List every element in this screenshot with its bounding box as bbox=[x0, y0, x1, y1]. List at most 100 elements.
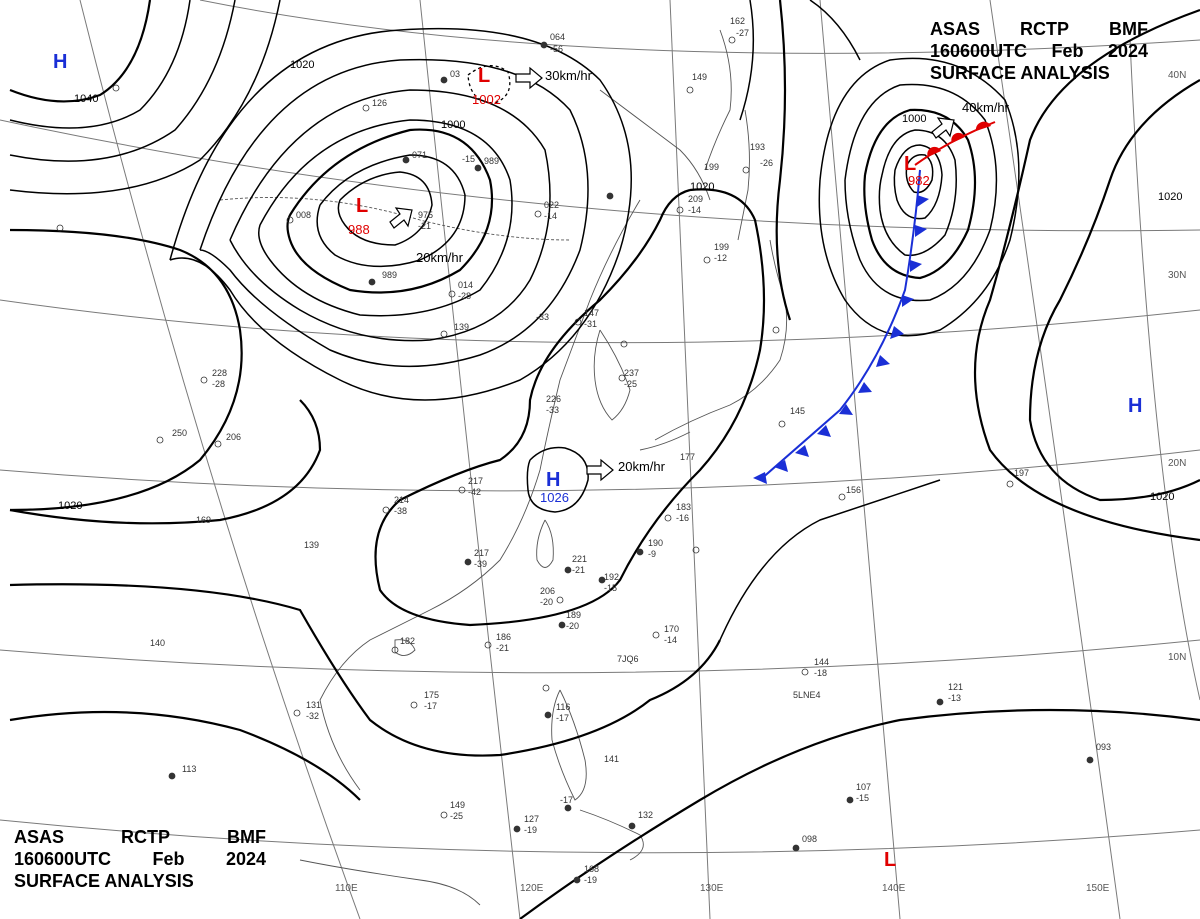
japan-south bbox=[639, 431, 691, 451]
isobar bbox=[9, 0, 236, 162]
station-value: -15 bbox=[856, 793, 869, 803]
motion-speed: 20km/hr bbox=[416, 250, 464, 265]
isobar-labels: 1040 1020 1000 1020 1020 1000 1020 1020 bbox=[58, 59, 1182, 512]
station-value: -16 bbox=[676, 513, 689, 523]
station-model-icon bbox=[391, 646, 399, 654]
motion-speed: 40km/hr bbox=[962, 100, 1010, 115]
lat-label-30n: 30N bbox=[1168, 270, 1186, 281]
cold-front-triangle bbox=[917, 195, 929, 207]
station-model-icon bbox=[628, 822, 636, 830]
station-value: -21 bbox=[572, 565, 585, 575]
lon-label-120e: 120E bbox=[520, 883, 544, 894]
header-line-2: 160600UTC Feb 2024 bbox=[14, 848, 266, 870]
isobar bbox=[519, 708, 1200, 919]
lon-label-140e: 140E bbox=[882, 883, 906, 894]
motion-arrow-icon bbox=[931, 117, 955, 139]
station-model-icon bbox=[636, 548, 644, 556]
isobar bbox=[905, 153, 934, 194]
station-model-icon bbox=[692, 546, 700, 554]
station-model-icon bbox=[838, 493, 846, 501]
station-value: -25 bbox=[624, 379, 637, 389]
station-value: -32 bbox=[306, 711, 319, 721]
station-value: 131 bbox=[306, 700, 321, 710]
station-observations bbox=[56, 36, 1094, 884]
station-value: -14 bbox=[544, 211, 557, 221]
pressure-systems: H L 1002 30km/hr L 988 20km/hr H 1026 20… bbox=[53, 51, 1142, 871]
cold-front-triangle bbox=[774, 460, 788, 472]
isobar bbox=[893, 144, 943, 220]
header-center-code: RCTP bbox=[121, 827, 170, 847]
station-value: 014 bbox=[458, 280, 473, 290]
isobar bbox=[337, 171, 433, 246]
station-value: 093 bbox=[1096, 742, 1111, 752]
low-pressure-icon: L bbox=[884, 849, 896, 871]
header-title: SURFACE ANALYSIS bbox=[14, 871, 194, 891]
station-model-icon bbox=[440, 330, 448, 338]
station-model-icon bbox=[286, 216, 294, 224]
low-1002-closed-isobar bbox=[467, 65, 511, 104]
station-value: 206 bbox=[226, 432, 241, 442]
china-coast bbox=[319, 199, 641, 791]
isobar bbox=[809, 0, 861, 61]
cold-front-triangle bbox=[753, 472, 767, 484]
header-center-code: RCTP bbox=[1020, 19, 1069, 39]
station-value: -33 bbox=[546, 405, 559, 415]
mongolia-border bbox=[219, 197, 571, 241]
station-model-icon bbox=[676, 206, 684, 214]
map-header-top-right: ASAS RCTP BMF 160600UTC Feb 2024 SURFACE… bbox=[930, 18, 1148, 84]
header-time: 160600UTC bbox=[930, 41, 1028, 61]
station-model-icon bbox=[474, 164, 482, 172]
station-value: -28 bbox=[458, 291, 471, 301]
station-model-icon bbox=[362, 104, 370, 112]
station-value: 214 bbox=[394, 495, 409, 505]
station-value: -20 bbox=[566, 621, 579, 631]
station-value: 221 bbox=[572, 554, 587, 564]
station-model-icon bbox=[778, 420, 786, 428]
station-model-icon bbox=[168, 772, 176, 780]
station-model-icon bbox=[652, 631, 660, 639]
station-model-icon bbox=[618, 374, 626, 382]
lat-label-20n: 20N bbox=[1168, 458, 1186, 469]
station-model-icon bbox=[556, 596, 564, 604]
motion-arrow-icon bbox=[515, 66, 543, 90]
warm-front bbox=[914, 121, 996, 166]
isobar bbox=[9, 710, 361, 801]
map-header-bottom-left: ASAS RCTP BMF 160600UTC Feb 2024 SURFACE… bbox=[14, 826, 266, 892]
isobar bbox=[9, 0, 281, 195]
station-value: 237 bbox=[624, 368, 639, 378]
station-value: 098 bbox=[802, 834, 817, 844]
station-value: 7JQ6 bbox=[617, 654, 639, 664]
station-value: 177 bbox=[680, 452, 695, 462]
motion-arrow-icon bbox=[586, 458, 614, 482]
cold-front-triangle bbox=[902, 295, 914, 307]
lon-label-150e: 150E bbox=[1086, 883, 1110, 894]
station-value: 107 bbox=[856, 782, 871, 792]
header-line-2: 160600UTC Feb 2024 bbox=[930, 40, 1148, 62]
station-value: 144 bbox=[814, 657, 829, 667]
station-model-icon bbox=[772, 326, 780, 334]
isobar-label: 1020 bbox=[58, 500, 82, 512]
warm-front-semicircle bbox=[951, 132, 965, 143]
station-value: 170 bbox=[664, 624, 679, 634]
isobar bbox=[316, 154, 466, 268]
station-model-icon bbox=[564, 804, 572, 812]
isobar-high-1026 bbox=[526, 446, 589, 513]
station-model-icon bbox=[458, 486, 466, 494]
station-value: 145 bbox=[790, 406, 805, 416]
header-month: Feb bbox=[1051, 41, 1084, 61]
isobar bbox=[169, 27, 632, 401]
station-value: 121 bbox=[948, 682, 963, 692]
station-model-icon bbox=[598, 576, 606, 584]
station-value: 116 bbox=[556, 702, 570, 712]
isobar bbox=[739, 0, 755, 121]
station-value: -39 bbox=[474, 559, 487, 569]
station-value: 199 bbox=[714, 242, 729, 252]
station-value: -26 bbox=[760, 158, 773, 168]
station-value: -17 bbox=[556, 713, 569, 723]
high-pressure-icon: H bbox=[53, 51, 67, 73]
station-value: -15 bbox=[604, 583, 617, 593]
cold-front-triangle bbox=[915, 225, 927, 237]
isobar-low-982-outer bbox=[818, 57, 1020, 337]
station-value: -14 bbox=[664, 635, 677, 645]
